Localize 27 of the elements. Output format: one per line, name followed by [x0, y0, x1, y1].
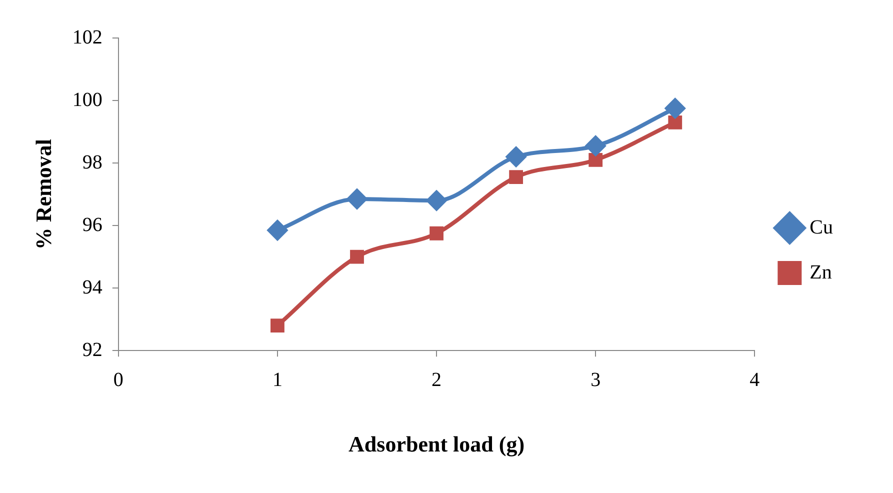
point	[270, 318, 284, 333]
point	[347, 188, 367, 209]
point	[668, 115, 682, 130]
x-tick-label: 2	[432, 368, 442, 391]
y-axis-title: % Removal	[30, 139, 56, 250]
point	[426, 190, 447, 211]
x-tick-label: 4	[750, 368, 760, 391]
point	[586, 136, 606, 156]
x-axis-title: Adsorbent load (g)	[348, 431, 525, 456]
x-tick-label: 1	[272, 368, 282, 391]
point	[350, 250, 364, 264]
y-tick-label: 98	[82, 151, 102, 174]
legend-label: Cu	[810, 216, 834, 238]
y-tick-label: 92	[82, 338, 102, 361]
x-tick-label: 3	[590, 368, 601, 391]
point	[430, 226, 444, 240]
point	[506, 146, 526, 167]
y-tick-label: 100	[72, 88, 102, 111]
y-tick-label: 96	[82, 214, 102, 236]
point	[267, 220, 288, 240]
y-tick-label: 102	[72, 26, 102, 48]
point	[665, 98, 686, 118]
y-tick-label: 94	[82, 276, 102, 298]
point	[509, 170, 524, 184]
legend-label: Zn	[810, 261, 832, 284]
point	[588, 152, 603, 167]
x-tick-label: 0	[113, 368, 124, 391]
